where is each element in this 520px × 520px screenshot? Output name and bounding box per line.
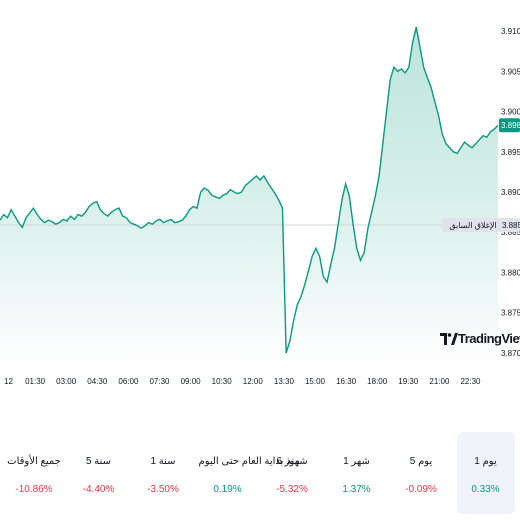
price-area xyxy=(0,27,498,365)
last-price-label-bg xyxy=(499,118,520,133)
x-tick-label: 01:30 xyxy=(25,377,46,386)
performance-value: -10.86% xyxy=(15,484,53,495)
performance-cell[interactable]: 1 يوم 0.33% xyxy=(456,432,515,514)
x-tick-label: 13:30 xyxy=(274,377,295,386)
performance-period-label: 5 يوم xyxy=(409,456,433,467)
performance-period-label: 1 سنة xyxy=(150,456,176,467)
tradingview-logo-icon xyxy=(440,332,458,345)
last-price-label: 3.8983 xyxy=(501,121,520,130)
performance-value: 1.37% xyxy=(342,484,371,495)
performance-cell[interactable]: 6 شهور -5.32% xyxy=(263,432,321,514)
y-tick-label: 3.8950 xyxy=(501,148,520,157)
x-tick-label: 18:00 xyxy=(367,377,388,386)
y-tick-label: 3.8700 xyxy=(501,349,520,358)
y-tick-label: 3.9000 xyxy=(501,108,520,117)
x-axis: 12 01:30 03:00 04:30 06:00 07:30 09:00 10:30 12:… xyxy=(4,377,481,386)
x-tick-label: 12 xyxy=(4,377,13,386)
performance-cell[interactable]: 1 سنة -3.50% xyxy=(134,432,192,514)
y-tick-label: 3.9050 xyxy=(501,67,520,76)
x-tick-label: 22:30 xyxy=(460,377,481,386)
tradingview-logo: TradingView xyxy=(440,331,520,346)
x-tick-label: 03:00 xyxy=(56,377,77,386)
x-tick-label: 16:30 xyxy=(336,377,357,386)
y-tick-label: 3.8850 xyxy=(501,228,520,237)
x-tick-label: 09:00 xyxy=(181,377,202,386)
performance-cell[interactable]: 1 شهر 1.37% xyxy=(328,432,386,514)
x-tick-label: 12:00 xyxy=(243,377,264,386)
tradingview-logo-text: TradingView xyxy=(458,331,520,346)
y-tick-label: 3.9100 xyxy=(501,27,520,36)
performance-bar: 1 يوم 0.33% 5 يوم -0.09% 1 شهر 1.37% 6 شهور -5.… xyxy=(0,432,520,520)
x-tick-label: 04:30 xyxy=(87,377,108,386)
performance-period-label: منذ بداية العام حتى اليوم xyxy=(198,456,300,467)
performance-period-label: 5 سنة xyxy=(85,456,112,467)
performance-period-label: 1 شهر xyxy=(343,456,370,467)
performance-value: 0.19% xyxy=(213,484,242,495)
y-tick-label: 3.8900 xyxy=(501,188,520,197)
performance-cell[interactable]: جميع الأوقات -10.86% xyxy=(5,432,63,514)
y-tick-label: 3.8800 xyxy=(501,268,520,277)
x-tick-label: 15:00 xyxy=(305,377,326,386)
prev-close-name: الإغلاق السابق xyxy=(449,221,496,230)
price-line xyxy=(0,26,499,354)
performance-value: -0.09% xyxy=(405,484,437,495)
performance-value: -3.50% xyxy=(147,484,179,495)
performance-period-label: 1 يوم xyxy=(474,456,497,467)
performance-period-label: جميع الأوقات xyxy=(7,456,61,467)
x-tick-label: 07:30 xyxy=(149,377,170,386)
prev-close-value-label: 3.8859 xyxy=(502,221,520,230)
performance-cell[interactable]: منذ بداية العام حتى اليوم 0.19% xyxy=(198,432,300,514)
x-tick-label: 06:00 xyxy=(118,377,139,386)
y-tick-label: 3.8750 xyxy=(501,309,520,318)
performance-value: 0.33% xyxy=(471,484,500,495)
performance-cell[interactable]: 5 سنة -4.40% xyxy=(70,432,128,514)
x-tick-label: 21:00 xyxy=(429,377,450,386)
x-tick-label: 19:30 xyxy=(398,377,419,386)
performance-value: -4.40% xyxy=(82,484,115,495)
performance-period-label: 6 شهور xyxy=(276,456,308,467)
price-chart[interactable]: 3.91003.90503.90003.89503.89003.88503.88… xyxy=(0,0,520,400)
x-tick-label: 10:30 xyxy=(212,377,233,386)
prev-close-label-bg xyxy=(442,218,520,232)
performance-cell[interactable]: 5 يوم -0.09% xyxy=(392,432,450,514)
y-axis: 3.91003.90503.90003.89503.89003.88503.88… xyxy=(501,27,520,358)
performance-value: -5.32% xyxy=(276,484,308,495)
